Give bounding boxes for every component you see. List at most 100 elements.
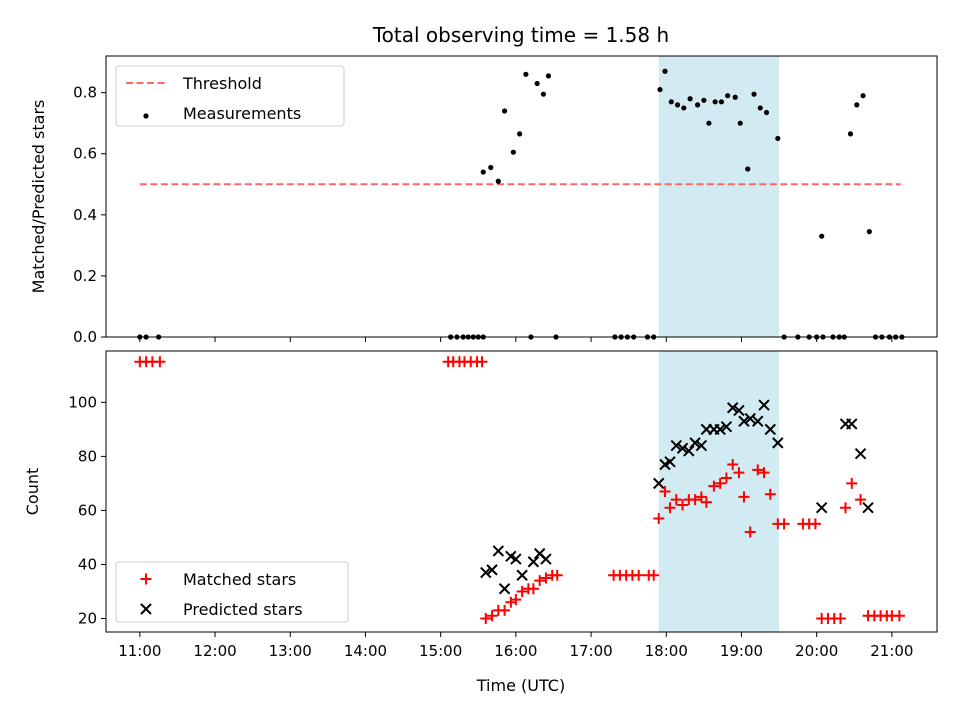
- bottom-y-tick-label: 60: [78, 501, 97, 519]
- matched-stars-point: [653, 513, 665, 525]
- matched-stars-point: [708, 480, 720, 492]
- matched-stars-point: [476, 356, 488, 368]
- predicted-stars-point: [498, 583, 511, 595]
- legend-frame: [115, 65, 345, 127]
- measurements-point: [763, 109, 770, 116]
- bottom-axes-frame: [105, 350, 938, 633]
- matched-stars-point: [659, 486, 671, 497]
- bottom-y-tick-label: 100: [68, 393, 97, 411]
- matched-stars-point: [551, 569, 563, 581]
- x-tick-label: 16:00: [494, 642, 537, 660]
- matched-stars-point: [154, 356, 166, 368]
- predicted-stars-point: [738, 415, 750, 427]
- measurements-point: [847, 131, 854, 137]
- measurements-point: [737, 120, 743, 126]
- matched-stars-point: [540, 572, 552, 584]
- top-panel: 0.0 0.2 0.4 0.6 0.8 Matched/Predicted stars Th…: [29, 55, 938, 346]
- matched-stars-point: [855, 494, 867, 506]
- predicted-stars-point: [486, 564, 498, 576]
- predicted-stars-point: [846, 418, 858, 430]
- predicted-stars-point: [744, 412, 756, 425]
- x-axis-label: Time (UTC): [476, 676, 565, 695]
- matched-stars-point: [764, 488, 776, 500]
- predicted-stars-point: [815, 502, 828, 514]
- matched-stars-point: [758, 467, 770, 479]
- matched-stars-point: [534, 575, 546, 587]
- matched-stars-point: [499, 604, 511, 616]
- predicted-stars-point: [726, 402, 739, 414]
- measurements-point: [523, 71, 529, 77]
- matched-stars-point: [664, 502, 676, 514]
- bottom-panel: 20 40 60 80 100 11:00 12:00 13:00 14:00 15:00 16:0…: [23, 350, 938, 660]
- measurements-point: [674, 102, 681, 108]
- predicted-stars-point: [683, 445, 695, 457]
- measurements-point: [668, 99, 674, 105]
- matched-stars-point: [689, 494, 701, 506]
- measurements-point: [751, 91, 757, 97]
- matched-stars-point: [648, 569, 660, 581]
- measurements-point: [866, 229, 872, 235]
- matched-stars-point: [510, 594, 522, 606]
- predicted-stars-point: [854, 447, 867, 460]
- measurements-point: [662, 68, 668, 74]
- matched-stars-point: [752, 464, 764, 476]
- predicted-stars-point: [764, 423, 777, 436]
- legend-key-matched-stars: [140, 573, 152, 585]
- legend-label: Predicted stars: [183, 600, 303, 619]
- top-y-tick-label: 0.0: [73, 328, 97, 346]
- predicted-stars-point: [676, 442, 689, 454]
- measurements-point: [745, 166, 751, 172]
- measurements-point: [534, 80, 540, 87]
- legend-label: Measurements: [183, 104, 301, 123]
- predicted-stars-point: [540, 553, 552, 565]
- top-y-tick-label: 0.8: [73, 84, 97, 102]
- measurements-point: [545, 73, 552, 79]
- x-tick-label: 11:00: [118, 642, 161, 660]
- predicted-stars-point: [714, 423, 726, 436]
- top-observing-window-span: [658, 56, 780, 337]
- matched-stars-point: [744, 526, 756, 538]
- predicted-stars-point: [695, 439, 708, 452]
- chart-title: Total observing time = 1.58 h: [372, 23, 669, 47]
- legend-key-predicted-stars: [140, 603, 152, 615]
- predicted-stars-point: [772, 437, 784, 449]
- bottom-y-tick-label: 80: [78, 447, 97, 465]
- measurements-point: [860, 93, 866, 99]
- top-y-tick-label: 0.4: [73, 206, 97, 224]
- measurements-point: [819, 233, 825, 239]
- matched-stars-point: [893, 610, 905, 622]
- bottom-observing-window-span: [658, 351, 780, 632]
- x-tick-label: 12:00: [193, 642, 236, 660]
- bottom-legend: Matched stars Predicted stars: [115, 561, 349, 623]
- measurements-point: [681, 105, 687, 111]
- matched-stars-point: [846, 477, 858, 489]
- measurements-point: [701, 97, 707, 103]
- predicted-stars-point: [527, 556, 540, 568]
- measurements-point: [540, 91, 547, 97]
- predicted-stars-point: [510, 553, 522, 565]
- matched-stars-point: [527, 583, 539, 595]
- matched-stars-point: [677, 499, 689, 511]
- predicted-stars-point: [664, 456, 676, 468]
- x-tick-label: 15:00: [419, 642, 462, 660]
- legend-frame: [115, 561, 349, 623]
- predicted-stars-point: [758, 399, 770, 411]
- matched-stars-point: [809, 518, 821, 530]
- measurements-point: [718, 99, 725, 105]
- x-tick-label: 17:00: [569, 642, 612, 660]
- measurements-point: [757, 105, 763, 111]
- top-axes-frame: [105, 55, 938, 338]
- predicted-stars-point: [862, 502, 874, 514]
- measurements-point: [854, 102, 860, 108]
- predicted-stars-point: [492, 545, 505, 557]
- measurements-point: [510, 149, 516, 155]
- measurements-point: [712, 99, 718, 105]
- bottom-y-tick-label: 40: [78, 555, 97, 573]
- predicted-stars-point: [670, 439, 683, 452]
- measurements-point: [687, 96, 693, 102]
- measurements-point: [695, 102, 701, 108]
- predicted-stars-point: [752, 415, 764, 427]
- x-tick-label: 14:00: [344, 642, 387, 660]
- measurements-point: [488, 164, 494, 171]
- x-tick-label: 18:00: [645, 642, 688, 660]
